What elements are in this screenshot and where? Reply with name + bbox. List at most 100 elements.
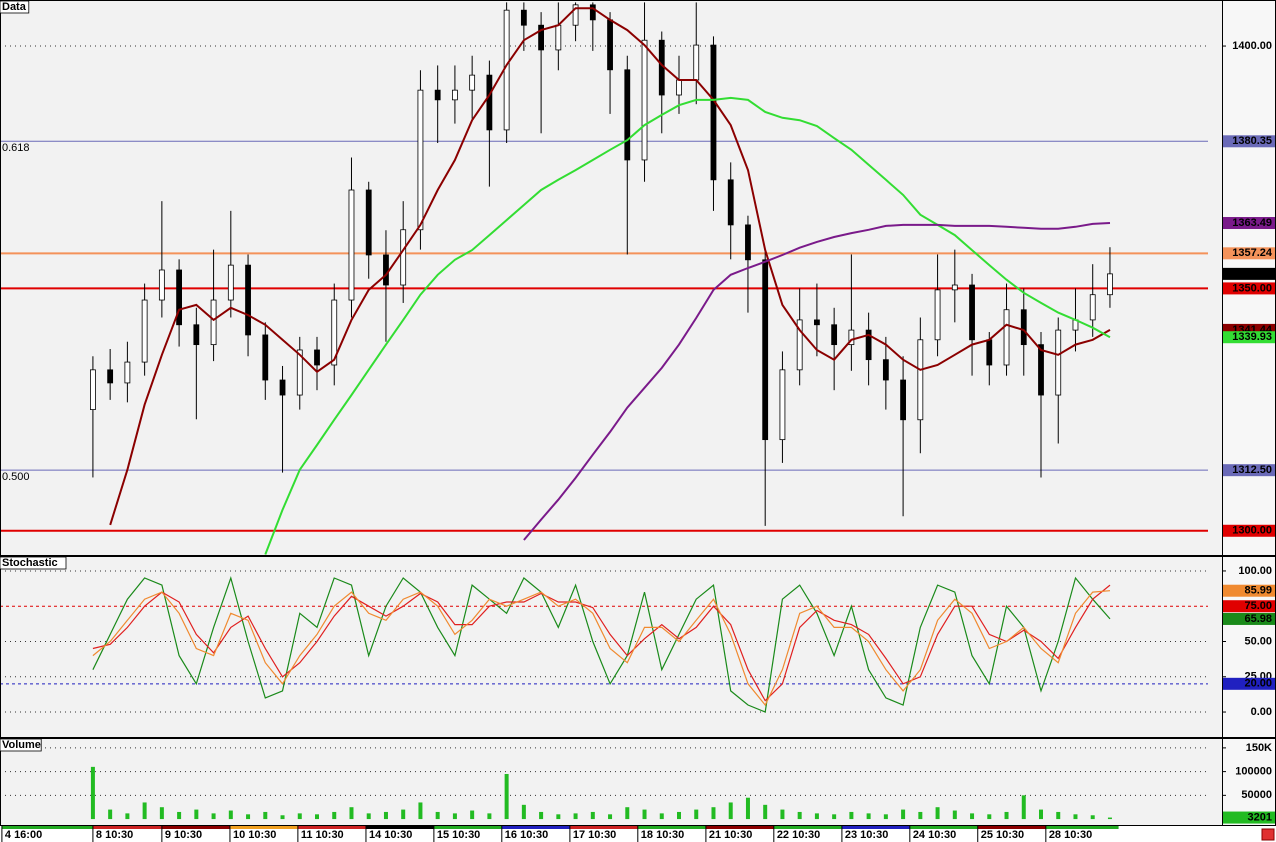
volume-bar	[659, 813, 664, 820]
corner-button	[1261, 828, 1275, 841]
volume-bar	[832, 814, 837, 820]
x-tick-label: 17 10:30	[573, 829, 616, 841]
volume-bar	[504, 773, 509, 820]
session-strip	[1045, 826, 1119, 829]
volume-bar	[401, 809, 406, 820]
candle-body	[865, 329, 872, 361]
candle-body	[796, 319, 803, 371]
candle-body	[141, 299, 148, 363]
volume-bar	[1090, 815, 1095, 820]
session-strip	[297, 826, 366, 829]
candle-body	[400, 229, 407, 286]
volume-bar	[90, 766, 95, 820]
x-tick-label: 28 10:30	[1049, 829, 1092, 841]
y-tick-label: 50000	[1241, 789, 1272, 801]
session-strip	[501, 826, 570, 829]
candle-body	[572, 4, 579, 26]
x-tick-label: 4 16:00	[5, 829, 42, 841]
candle-body	[934, 289, 941, 341]
candle-body	[520, 9, 527, 26]
session-strip	[433, 826, 502, 829]
level-label: 75.00	[1244, 600, 1272, 612]
candle-body	[1089, 294, 1096, 321]
volume-bar	[866, 813, 871, 820]
x-tick-label: 21 10:30	[709, 829, 752, 841]
x-tick-label: 25 10:30	[981, 829, 1024, 841]
volume-bar	[1073, 814, 1078, 820]
level-label: 1380.35	[1232, 135, 1272, 147]
volume-bar	[280, 815, 285, 820]
series-line	[92, 584, 1111, 702]
volume-bar	[487, 813, 492, 820]
y-tick-label: 150K	[1246, 742, 1272, 754]
volume-bar	[108, 809, 113, 820]
candle-body	[331, 299, 338, 366]
candle-body	[848, 329, 855, 346]
volume-bar	[332, 811, 337, 820]
volume-bar	[694, 809, 699, 820]
last-volume: 3201	[1248, 811, 1272, 823]
volume-bar	[1107, 817, 1112, 820]
candle-body	[1020, 309, 1027, 346]
volume-bar	[263, 811, 268, 820]
candle-body	[210, 299, 217, 346]
level-label-box	[1223, 247, 1275, 260]
volume-bar	[608, 814, 613, 820]
level-label-box	[1223, 524, 1275, 537]
series-line	[264, 96, 1111, 555]
volume-bar	[780, 809, 785, 820]
x-tick-label: 11 10:30	[301, 829, 344, 841]
volume-bar	[745, 797, 750, 820]
level-label-box	[1223, 135, 1275, 148]
candle-body	[383, 254, 389, 286]
volume-bar	[883, 814, 888, 820]
panel-title-box	[0, 0, 30, 14]
volume-bar	[901, 809, 906, 820]
candle-body	[279, 379, 286, 396]
panel-title: Data	[2, 1, 27, 13]
candle-body	[365, 189, 372, 256]
candle-body	[624, 69, 631, 161]
volume-bar	[728, 802, 733, 820]
candle-body	[124, 361, 131, 384]
x-tick-label: 18 10:30	[641, 829, 684, 841]
session-strip	[909, 826, 978, 829]
candle-body	[589, 4, 596, 21]
volume-bar	[763, 804, 768, 820]
level-label-box	[1223, 282, 1275, 295]
volume-bar	[711, 807, 716, 820]
volume-bar	[194, 809, 199, 820]
last-value: 85.99	[1244, 585, 1272, 597]
candle-body	[245, 264, 251, 336]
last-price: 1353.00	[1232, 268, 1272, 280]
axis-background	[1222, 738, 1276, 825]
volume-bar	[677, 811, 682, 820]
x-tick-label: 8 10:30	[96, 829, 133, 841]
candle-body	[641, 39, 648, 161]
volume-bar	[297, 813, 302, 820]
last-price-box	[1223, 267, 1275, 280]
candle-body	[676, 79, 682, 96]
volume-bar	[383, 811, 388, 820]
session-strip	[365, 826, 434, 829]
volume-bar	[590, 811, 595, 820]
volume-bar	[1021, 795, 1026, 820]
volume-bar	[642, 809, 647, 820]
y-tick-label: 50.00	[1244, 635, 1272, 647]
level-label: 1357.24	[1232, 247, 1273, 259]
session-strip	[977, 826, 1046, 829]
volume-bar	[521, 804, 526, 820]
candle-body	[917, 339, 924, 421]
candle-body	[1055, 329, 1062, 396]
volume-bar	[797, 811, 802, 820]
volume-bar	[177, 811, 182, 820]
candle-body	[486, 74, 493, 131]
candle-body	[176, 269, 183, 326]
x-tick-label: 10 10:30	[233, 829, 276, 841]
volume-bar	[539, 811, 544, 820]
last-value: 1339.93	[1232, 331, 1272, 343]
volume-bar	[952, 810, 957, 820]
candle-body	[296, 349, 303, 396]
panel-title-box	[0, 556, 67, 570]
last-value: 65.98	[1244, 613, 1272, 625]
